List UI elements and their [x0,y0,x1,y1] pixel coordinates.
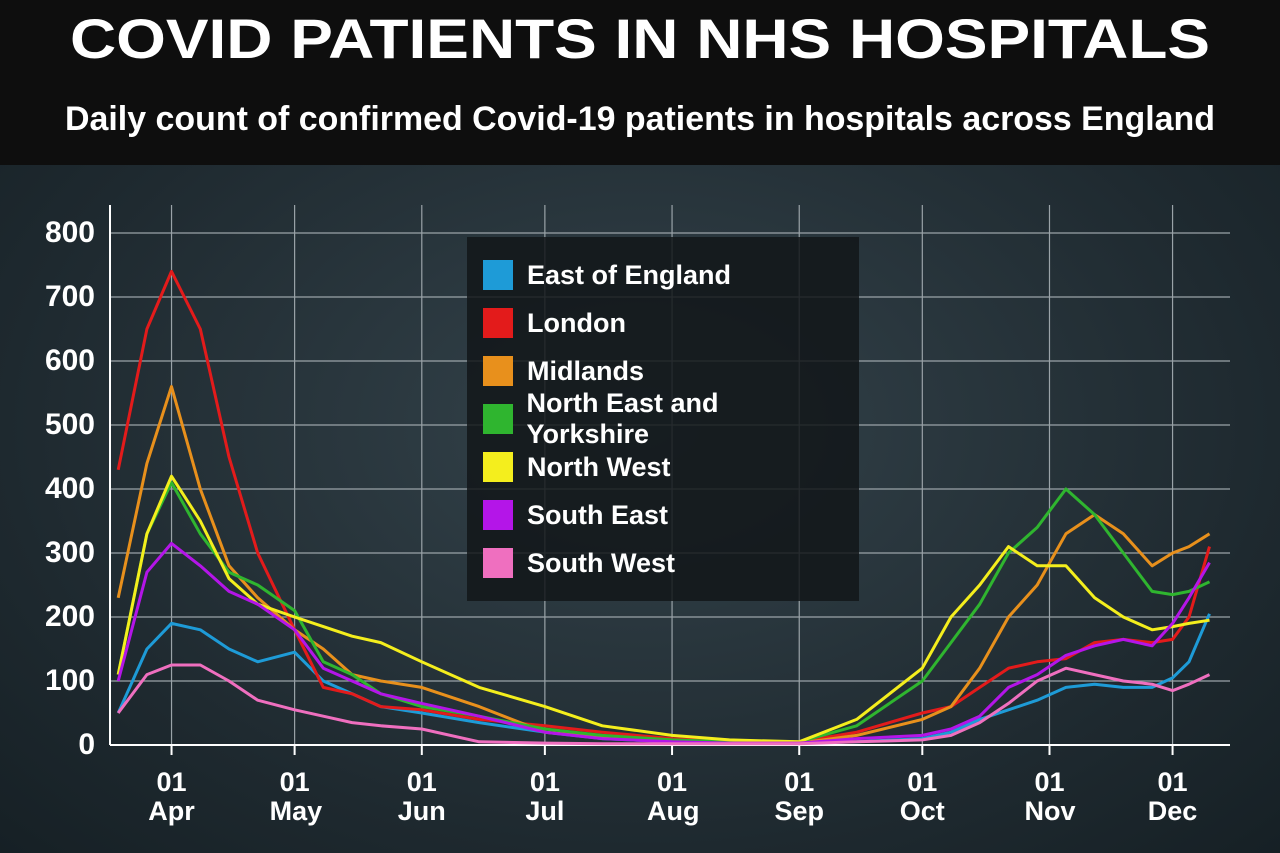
y-tick-label: 100 [44,664,95,697]
series-line [116,481,1211,744]
y-tick-label: 800 [44,216,95,249]
x-tick-label: 01 Jun [397,767,446,826]
x-tick-label: 01 Oct [899,767,945,826]
legend-swatch [483,356,513,386]
y-tick-label: 200 [44,600,95,633]
legend: East of England London Midlands North East … [467,237,859,601]
legend-item: South West [483,539,843,587]
y-tick-label: 300 [44,536,95,569]
legend-label: North West [527,451,671,482]
legend-swatch [483,548,513,578]
legend-item: South East [483,491,843,539]
legend-swatch [483,308,513,338]
header-band [0,0,1280,165]
y-tick-label: 400 [44,472,95,505]
legend-item: East of England [483,251,843,299]
legend-label: South East [527,499,669,530]
y-tick-label: 700 [44,280,95,313]
y-tick-label: 0 [78,728,95,761]
y-tick-label: 500 [44,408,95,441]
legend-swatch [483,404,513,434]
legend-item: London [483,299,843,347]
legend-item: North West [483,443,843,491]
y-tick-label: 600 [44,344,95,377]
chart-title: COVID PATIENTS IN NHS HOSPITALS [70,7,1210,70]
chart-subtitle: Daily count of confirmed Covid-19 patien… [65,100,1215,138]
legend-label: East of England [527,259,732,290]
legend-swatch [483,500,513,530]
legend-label: North East and Yorkshire [526,388,719,449]
x-tick-label: 01 Sep [774,767,824,826]
legend-label: South West [527,547,675,578]
x-tick-label: 01 Dec [1147,767,1198,826]
x-tick-label: 01 Aug [647,767,700,826]
legend-swatch [483,452,513,482]
legend-label: Midlands [527,355,645,386]
legend-label: London [527,307,626,338]
x-tick-label: 01 Apr [148,767,195,826]
legend-item: North East and Yorkshire [483,388,843,449]
series-line [116,663,1211,746]
x-tick-label: 01 Nov [1024,767,1076,826]
x-tick-label: 01 Jul [525,767,565,826]
series-line [116,474,1210,744]
legend-swatch [483,260,513,290]
legend-item: Midlands [483,347,843,395]
x-tick-label: 01 May [269,767,323,826]
